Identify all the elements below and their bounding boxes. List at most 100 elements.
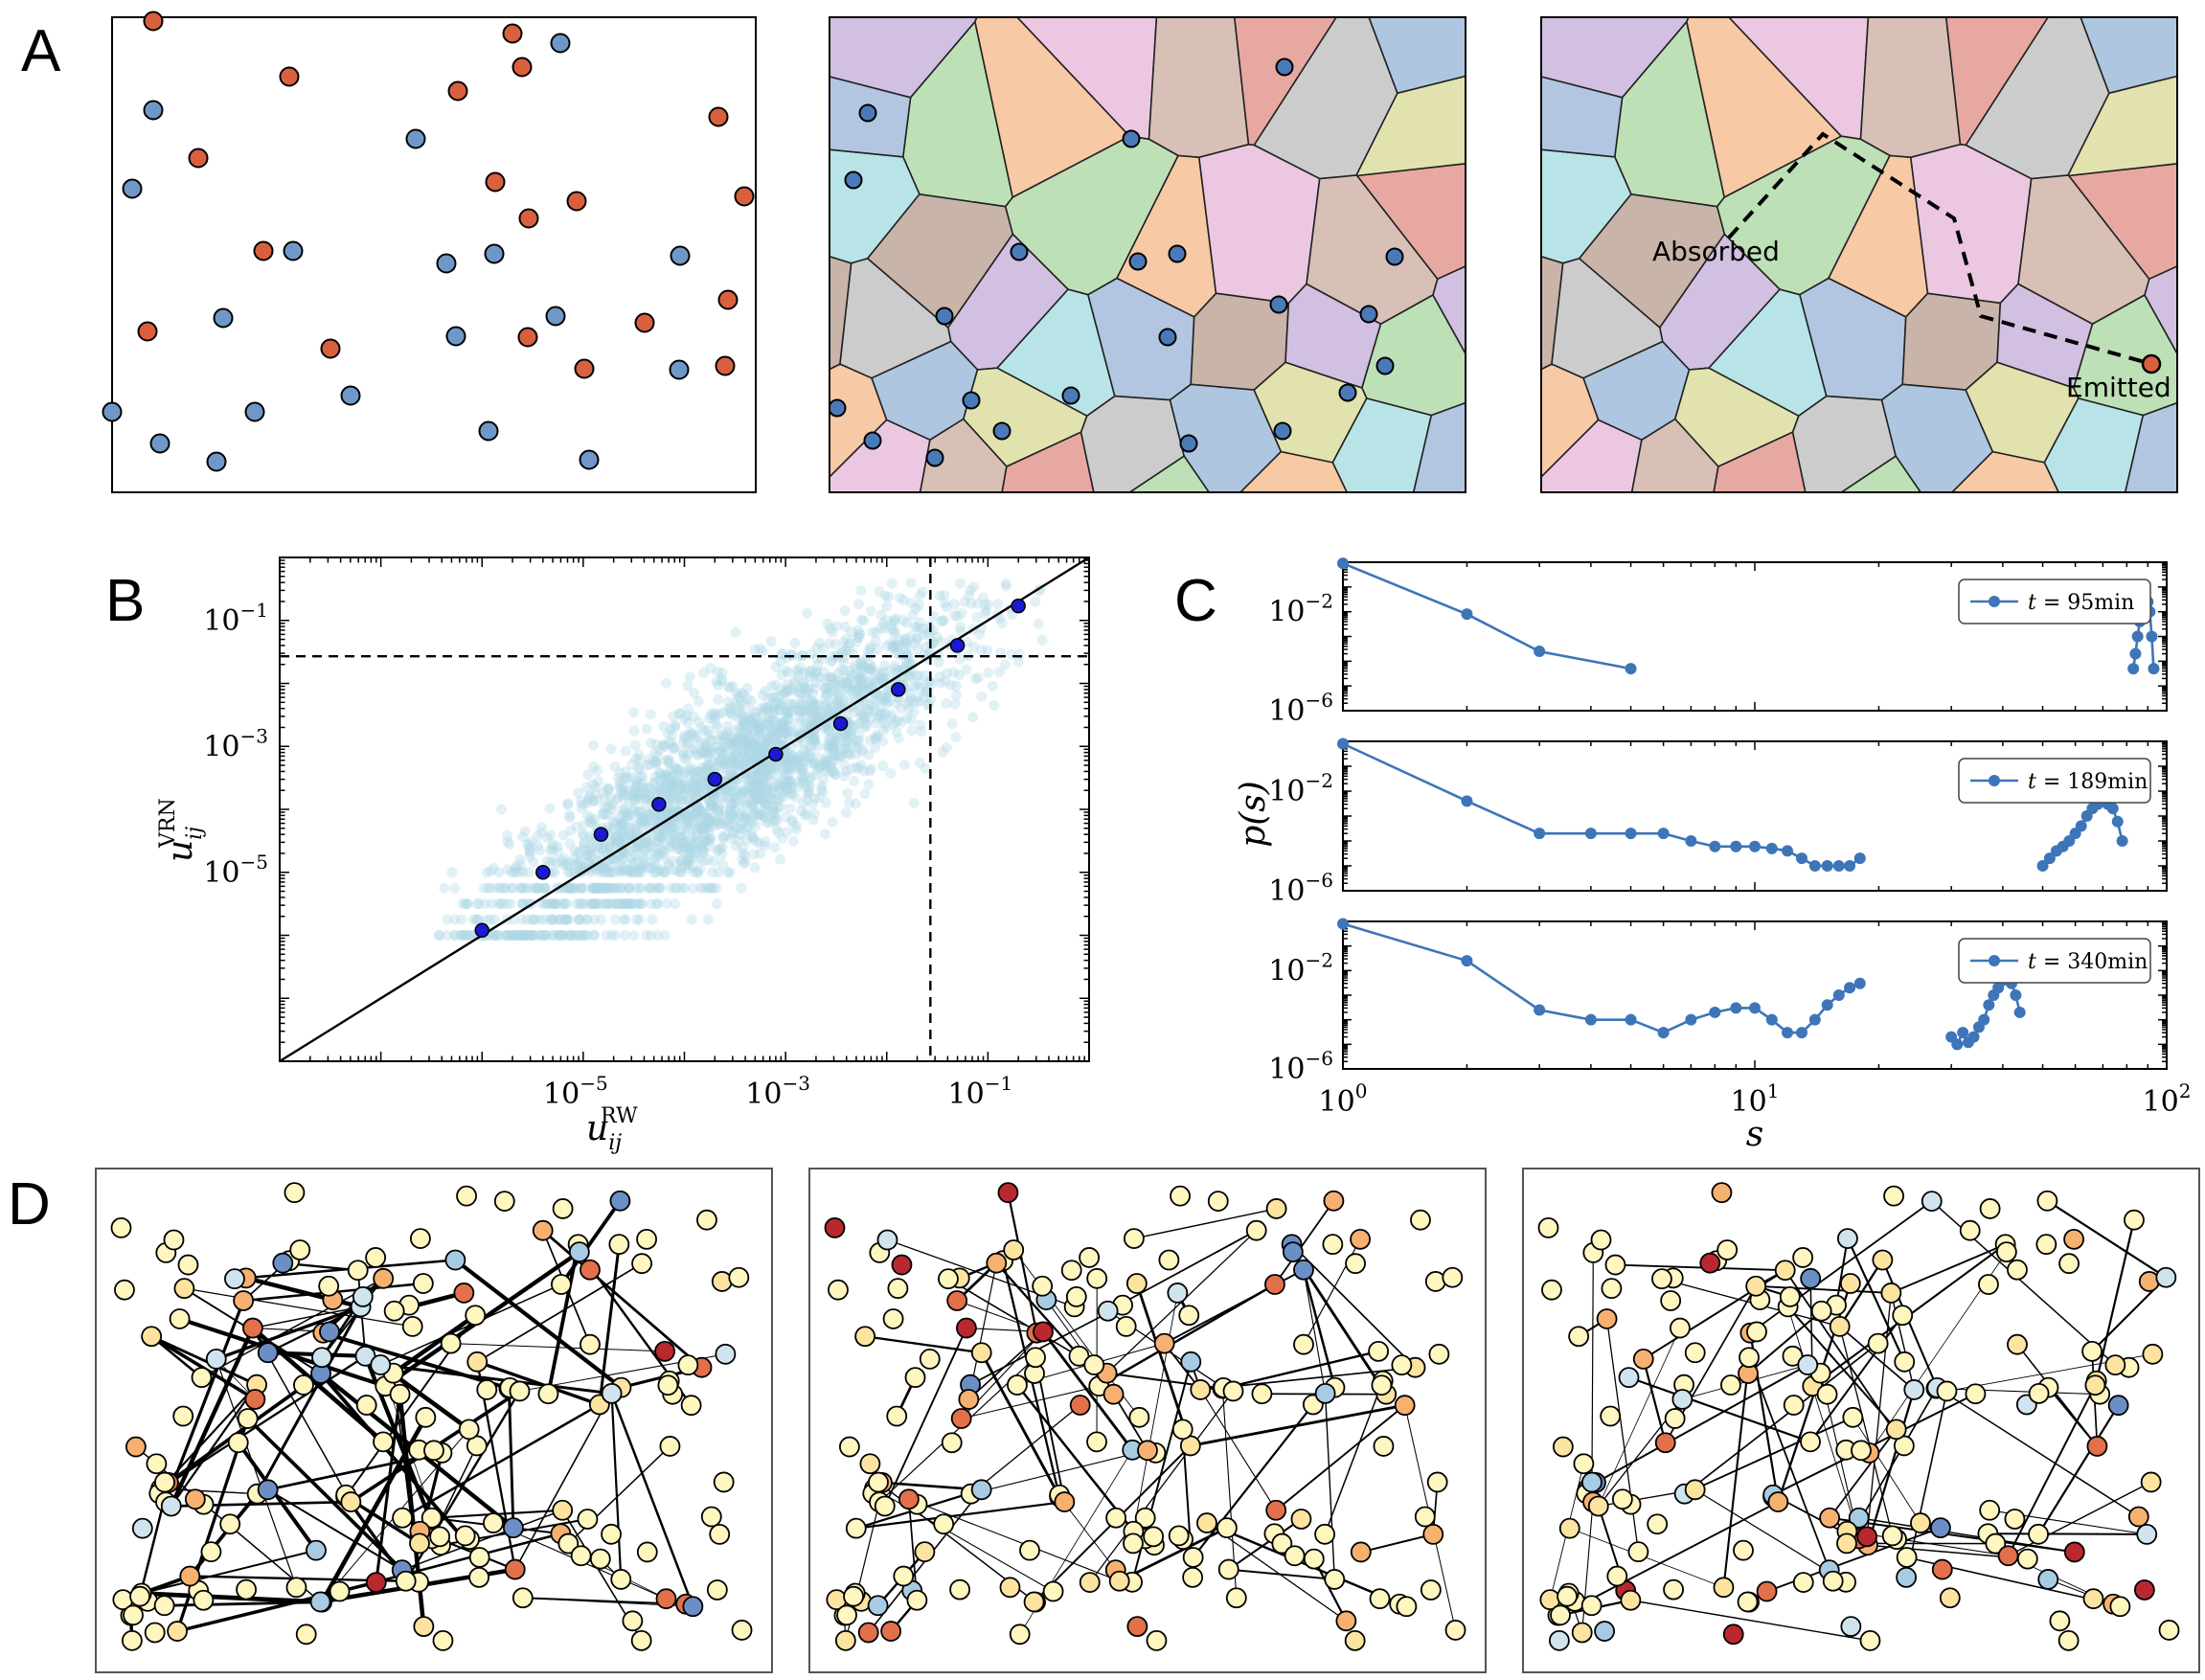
scatter-pt xyxy=(824,683,835,694)
binned-point-3 xyxy=(651,797,667,812)
scatter-pt xyxy=(751,712,762,723)
scatter-pt xyxy=(856,746,868,758)
scatter-pt xyxy=(758,769,769,781)
panel-d-networks xyxy=(95,1168,2200,1673)
scatter-pt xyxy=(704,729,716,740)
network-node xyxy=(636,1228,657,1250)
scatter-pt xyxy=(819,829,830,840)
scatter-pt xyxy=(885,637,897,648)
network-node xyxy=(1611,1488,1633,1510)
scatter-pt xyxy=(717,814,729,826)
scatter-pt xyxy=(668,777,679,788)
scatter-pt xyxy=(646,849,657,860)
scatter-pt xyxy=(767,692,779,703)
scatter-pt xyxy=(778,728,789,739)
scatter-pt xyxy=(668,778,679,789)
scatter-pt xyxy=(516,882,528,894)
scatter-pt xyxy=(749,780,761,791)
scatter-pt xyxy=(670,882,681,894)
scatter-pt xyxy=(574,847,585,857)
scatter-pt xyxy=(767,793,778,805)
binned-point-4 xyxy=(707,771,723,787)
scatter-pt xyxy=(739,724,751,736)
scatter-pt xyxy=(639,836,650,848)
scatter-pt xyxy=(863,647,874,658)
scatter-pt xyxy=(865,665,876,676)
scatter-pt xyxy=(741,683,753,693)
scatter-pt xyxy=(542,832,554,844)
network-node xyxy=(1146,1629,1168,1651)
network-node xyxy=(1293,1333,1314,1355)
scatter-pt xyxy=(865,763,876,775)
scatter-pt xyxy=(643,782,654,793)
voronoi-cell-37 xyxy=(1840,455,1922,492)
scatter-pt xyxy=(910,670,921,682)
scatter-pt xyxy=(640,792,651,804)
scatter-pt xyxy=(918,629,929,641)
network-node xyxy=(1420,1579,1442,1601)
network-node xyxy=(1581,1471,1603,1493)
scatter-pt xyxy=(695,806,707,817)
scatter-pt xyxy=(588,739,600,751)
network-node xyxy=(2057,1629,2080,1651)
voronoi-cell-30 xyxy=(1080,395,1186,492)
scatter-pt xyxy=(775,656,786,668)
network-node xyxy=(1647,1513,1669,1535)
scatter-pt xyxy=(889,628,900,639)
network-node xyxy=(682,1596,704,1618)
network-node xyxy=(1737,1591,1759,1613)
scatter-pt xyxy=(755,748,766,760)
network-node xyxy=(468,1566,490,1588)
scatter-pt xyxy=(606,804,617,815)
scatter-pt xyxy=(908,681,920,692)
scatter-pt xyxy=(738,786,749,798)
scatter-pt xyxy=(941,668,952,679)
scatter-pt xyxy=(760,740,771,752)
point-6 xyxy=(143,100,164,121)
scatter-pt xyxy=(669,763,680,775)
scatter-pt xyxy=(728,761,739,772)
panel-letter-c: C xyxy=(1174,568,1217,634)
scatter-pt xyxy=(761,785,771,797)
scatter-pt xyxy=(786,816,798,828)
scatter-pt xyxy=(644,817,655,829)
scatter-pt xyxy=(620,914,631,925)
series-2-pt xyxy=(1709,1006,1721,1018)
network-node xyxy=(1627,1541,1649,1563)
network-node xyxy=(1225,1587,1247,1609)
scatter-pt xyxy=(462,930,473,941)
scatter-pt xyxy=(665,794,675,805)
binned-point-8 xyxy=(949,638,966,653)
scatter-pt xyxy=(733,835,744,847)
scatter-pt xyxy=(749,862,761,874)
scatter-pt xyxy=(852,735,863,746)
scatter-pt xyxy=(964,590,974,602)
point-3 xyxy=(279,66,300,87)
voronoi-cell-34 xyxy=(1412,401,1466,492)
scatter-pt xyxy=(844,692,855,703)
scatter-pt xyxy=(619,930,630,941)
scatter-pt xyxy=(726,799,738,810)
network-node xyxy=(200,1541,222,1563)
network-node xyxy=(867,1595,889,1617)
scatter-pt xyxy=(657,782,669,793)
voronoi-cell-7 xyxy=(2080,17,2177,95)
scatter-pt xyxy=(717,832,729,844)
scatter-pt xyxy=(754,754,765,765)
voronoi-cell-4 xyxy=(1859,17,1962,159)
network-node xyxy=(432,1629,454,1651)
network-node xyxy=(1783,1395,1805,1416)
voronoi-cell-7 xyxy=(1368,17,1466,95)
series-2-pt xyxy=(1749,1002,1761,1014)
scatter-pt xyxy=(671,775,682,786)
scatter-pt xyxy=(768,709,780,720)
scatter-pt xyxy=(776,699,787,711)
network-node xyxy=(311,1347,332,1369)
scatter-pt xyxy=(725,732,737,743)
scatter-pt xyxy=(779,728,790,739)
voronoi-cell-30 xyxy=(1791,395,1898,492)
point-5 xyxy=(447,80,468,102)
scatter-pt xyxy=(614,790,625,802)
scatter-pt xyxy=(775,689,786,700)
scatter-pt xyxy=(661,783,672,794)
